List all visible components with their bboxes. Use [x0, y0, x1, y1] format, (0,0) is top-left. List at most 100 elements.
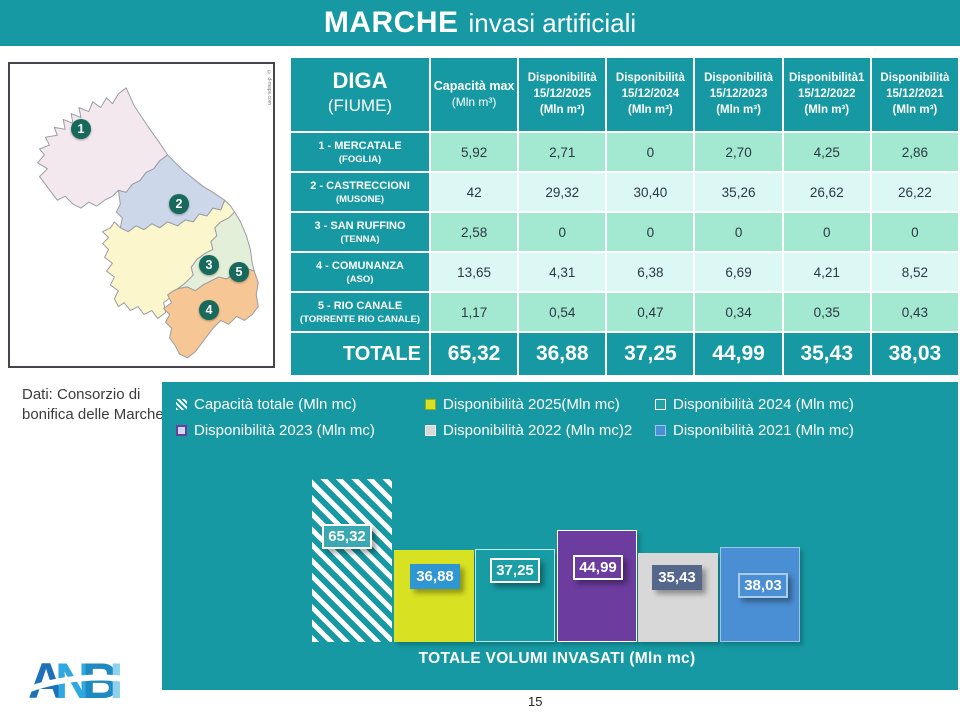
table-header-cell: Disponibilità 15/12/2021 (Mln m³) — [871, 58, 958, 131]
map-marker-2: 2 — [169, 194, 189, 214]
legend-item: Disponibilità 2022 (Mln mc)2 — [425, 422, 655, 439]
map-marker-5: 5 — [229, 262, 249, 282]
dam-value-cell: 30,40 — [607, 173, 694, 211]
total-value-cell: 35,43 — [783, 333, 870, 375]
legend-item: Disponibilità 2024 (Mln mc) — [655, 396, 915, 413]
2022-legend-swatch — [425, 425, 436, 436]
header-line: 15/12/2025 — [533, 87, 592, 100]
dam-value-cell: 0 — [871, 213, 958, 251]
dam-value-cell: 6,38 — [607, 253, 694, 291]
legend-label: Disponibilità 2023 (Mln mc) — [194, 422, 375, 439]
header-line: Capacità max — [433, 78, 515, 93]
dam-name: 3 - SAN RUFFINO — [314, 219, 406, 232]
dam-value-cell: 6,69 — [695, 253, 782, 291]
dam-value-cell: 4,21 — [783, 253, 870, 291]
hatch-legend-swatch — [176, 399, 187, 410]
header-line: (Mln m³) — [451, 95, 497, 110]
dam-value-cell: 0,43 — [871, 293, 958, 331]
chart-caption: TOTALE VOLUMI INVASATI (Mln mc) — [418, 650, 696, 667]
dam-river: (TORRENTE RIO CANALE) — [299, 313, 421, 325]
dam-name: 4 - COMUNANZA — [316, 259, 404, 272]
bar-plot: 65,32 36,88 37,25 44,99 35,43 38,03 — [162, 382, 958, 690]
header-line: Disponibilità1 — [789, 71, 865, 84]
dam-name-cell: 5 - RIO CANALE (TORRENTE RIO CANALE) — [291, 293, 429, 331]
bar-value-label-disponibilita-2024: 37,25 — [490, 558, 540, 583]
2021-legend-swatch — [655, 425, 666, 436]
table-header-cell: Disponibilità 15/12/2023 (Mln m³) — [695, 58, 782, 131]
dam-name: 2 - CASTRECCIONI — [310, 179, 410, 192]
table-header-cell: DIGA (FIUME) — [291, 58, 429, 131]
dam-name: 5 - RIO CANALE — [317, 299, 403, 312]
dam-value-cell: 29,32 — [519, 173, 606, 211]
header-bar: MARCHE invasi artificiali — [0, 0, 960, 46]
dam-value-cell: 35,26 — [695, 173, 782, 211]
bar-value-label-disponibilita-2021: 38,03 — [738, 573, 788, 598]
legend-label: Disponibilità 2021 (Mln mc) — [673, 422, 854, 439]
total-value-cell: 38,03 — [871, 333, 958, 375]
legend-label: Disponibilità 2025(Mln mc) — [443, 396, 620, 413]
header-line: (Mln m³) — [892, 104, 938, 117]
map-marker-3: 3 — [199, 255, 219, 275]
legend-label: Capacità totale (Mln mc) — [194, 396, 357, 413]
dam-name-cell: 2 - CASTRECCIONI (MUSONE) — [291, 173, 429, 211]
2023-legend-swatch — [176, 425, 187, 436]
page-title: MARCHE — [323, 6, 459, 39]
dam-value-cell: 0,47 — [607, 293, 694, 331]
bar-value-label-disponibilita-2025: 36,88 — [410, 564, 460, 589]
header-line: 15/12/2023 — [709, 87, 768, 100]
legend-item: Capacità totale (Mln mc) — [176, 396, 425, 413]
dam-value-cell: 5,92 — [431, 133, 518, 171]
source-line-2: bonifica delle Marche — [22, 406, 164, 424]
dam-value-cell: 1,17 — [431, 293, 518, 331]
dam-value-cell: 4,31 — [519, 253, 606, 291]
legend-label: Disponibilità 2024 (Mln mc) — [673, 396, 854, 413]
dam-river: (ASO) — [346, 273, 374, 285]
source-line-1: Dati: Consorzio di — [22, 386, 141, 403]
page-number: 15 — [528, 694, 543, 709]
legend-item: Disponibilità 2021 (Mln mc) — [655, 422, 915, 439]
data-source-note: Dati: Consorzio di bonifica delle Marche — [22, 385, 164, 426]
header-line: 15/12/2022 — [797, 87, 856, 100]
2024-legend-swatch — [655, 399, 666, 410]
total-value-cell: 37,25 — [607, 333, 694, 375]
map-credit: © d-maps.com — [266, 70, 272, 105]
dam-value-cell: 2,71 — [519, 133, 606, 171]
header-line: Disponibilità — [880, 71, 950, 84]
dam-value-cell: 0 — [607, 133, 694, 171]
bar-value-label-disponibilita-2023: 44,99 — [573, 555, 623, 580]
bar-value-label-capacita-totale: 65,32 — [322, 524, 372, 549]
bar-capacita-totale — [312, 479, 392, 642]
dam-value-cell: 8,52 — [871, 253, 958, 291]
dam-value-cell: 0 — [607, 213, 694, 251]
header-line: DIGA — [332, 68, 388, 93]
bar-value-label-disponibilita-2022: 35,43 — [652, 565, 702, 590]
dam-name-cell: 3 - SAN RUFFINO (TENNA) — [291, 213, 429, 251]
table-header-cell: Disponibilità 15/12/2024 (Mln m³) — [607, 58, 694, 131]
map-region-pesaro-urbino — [37, 87, 169, 209]
header-line: (Mln m³) — [539, 104, 585, 117]
dam-value-cell: 26,62 — [783, 173, 870, 211]
table-header-cell: Disponibilità1 15/12/2022 (Mln m³) — [783, 58, 870, 131]
header-line: 15/12/2021 — [886, 87, 944, 100]
dams-table: DIGA (FIUME) Capacità max (Mln m³) Disponibi… — [291, 58, 958, 375]
dam-value-cell: 0,35 — [783, 293, 870, 331]
dam-value-cell: 26,22 — [871, 173, 958, 211]
dam-river: (FOGLIA) — [338, 153, 382, 165]
dam-value-cell: 0 — [783, 213, 870, 251]
dam-name: 1 - MERCATALE — [318, 139, 402, 152]
total-value-cell: 36,88 — [519, 333, 606, 375]
bar-disponibilita-2023 — [557, 530, 637, 642]
legend-item: Disponibilità 2025(Mln mc) — [425, 396, 655, 413]
dam-name-cell: 4 - COMUNANZA (ASO) — [291, 253, 429, 291]
dam-value-cell: 2,70 — [695, 133, 782, 171]
dam-value-cell: 0,54 — [519, 293, 606, 331]
logo-swoosh — [22, 674, 152, 695]
dam-value-cell: 2,86 — [871, 133, 958, 171]
header-line: (FIUME) — [327, 96, 393, 116]
chart-legend: Capacità totale (Mln mc) Disponibilità 20… — [176, 396, 915, 439]
2025-legend-swatch — [425, 399, 436, 410]
legend-item: Disponibilità 2023 (Mln mc) — [176, 422, 425, 439]
dam-name-cell: 1 - MERCATALE (FOGLIA) — [291, 133, 429, 171]
